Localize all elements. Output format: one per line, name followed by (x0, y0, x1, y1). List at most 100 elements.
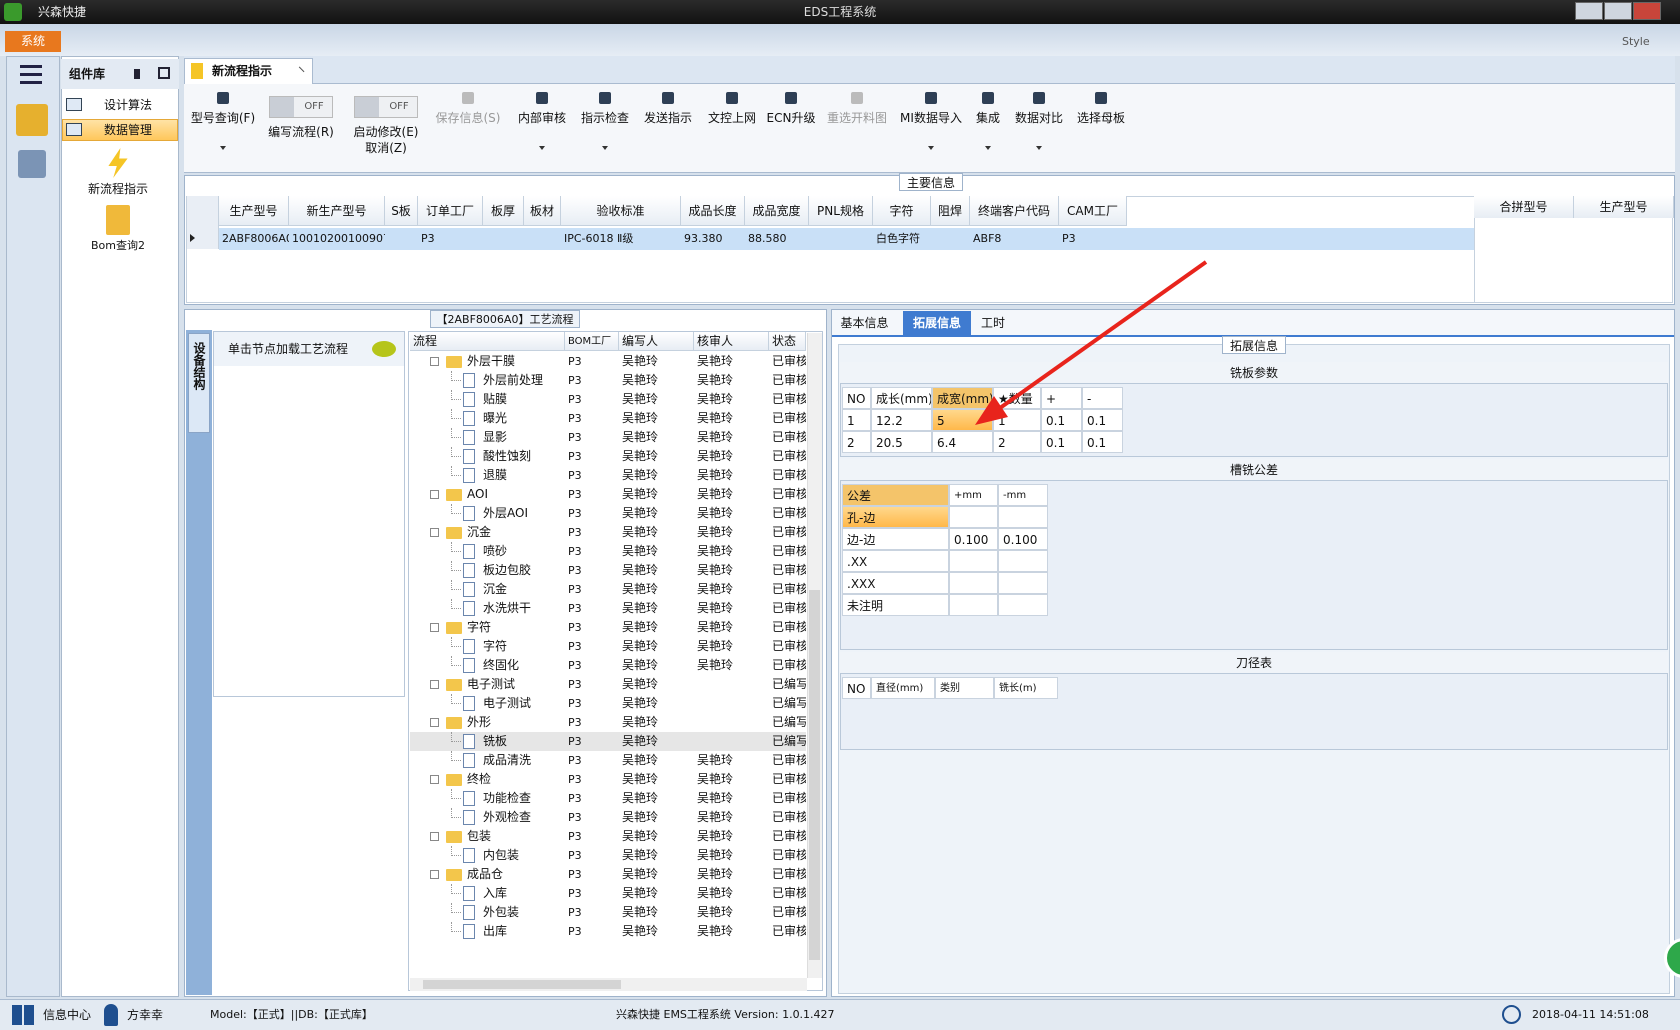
tree-node[interactable]: 内包装 (483, 848, 520, 862)
expander[interactable] (430, 528, 439, 537)
tree-cell: P3 (568, 393, 582, 406)
h-thumb[interactable] (423, 980, 621, 989)
panel-pin[interactable] (158, 67, 170, 79)
tree-cell: 吴艳玲 (622, 582, 659, 596)
tree-node[interactable]: 终固化 (483, 658, 520, 672)
dropdown-arrow[interactable] (928, 146, 934, 150)
tree-node[interactable]: 功能检查 (483, 791, 532, 805)
tree-node[interactable]: 出库 (483, 924, 508, 938)
tree-line (451, 922, 461, 932)
window-button[interactable] (1633, 2, 1661, 20)
panel-arrow[interactable] (134, 69, 140, 79)
tree-node[interactable]: 酸性蚀刻 (483, 449, 532, 463)
tree-node[interactable]: 外层前处理 (483, 373, 544, 387)
tree-node[interactable]: 铣板 (483, 734, 508, 748)
dropdown-arrow[interactable] (985, 146, 991, 150)
info-icon[interactable] (12, 1005, 34, 1025)
nav-icon[interactable] (16, 104, 48, 136)
toolbar-label[interactable]: 集成 (975, 111, 1000, 125)
tree-node[interactable]: 成品清洗 (483, 753, 532, 767)
tree-node[interactable]: 外形 (467, 715, 492, 729)
menu-icon-line[interactable] (20, 65, 42, 68)
tree-node[interactable]: 贴膜 (483, 392, 508, 406)
tree-cell: 吴艳玲 (622, 601, 659, 615)
tool-icon[interactable] (106, 205, 130, 235)
table-header: NO (842, 677, 871, 699)
v-thumb[interactable] (809, 590, 820, 960)
toolbar-label[interactable]: 型号查询(F) (190, 111, 256, 125)
tree (408, 331, 823, 991)
tree-node[interactable]: 入库 (483, 886, 508, 900)
toolbar-label[interactable]: 数据对比 (1014, 111, 1063, 125)
tree-node[interactable]: 字符 (467, 620, 492, 634)
tree-node[interactable]: 退膜 (483, 468, 508, 482)
detail-tab[interactable]: 工时 (980, 316, 1005, 330)
tree-node[interactable]: AOI (467, 487, 488, 501)
tool-label[interactable]: Bom查询2 (91, 239, 145, 252)
tree-line (451, 390, 461, 400)
expander[interactable] (430, 832, 439, 841)
tree-cell: 已审核 (772, 468, 806, 482)
toolbar-label[interactable]: 选择母板 (1076, 111, 1125, 125)
tree-node[interactable]: 外观检查 (483, 810, 532, 824)
doc-icon (463, 886, 475, 901)
tree-node[interactable]: 外层AOI (483, 506, 528, 520)
tree-node[interactable]: 电子测试 (483, 696, 532, 710)
tree-node[interactable]: 沉金 (467, 525, 492, 539)
expander[interactable] (430, 623, 439, 632)
tree-node[interactable]: 电子测试 (467, 677, 516, 691)
tree-node[interactable]: 曝光 (483, 411, 508, 425)
dropdown-arrow[interactable] (1036, 146, 1042, 150)
dropdown-arrow[interactable] (220, 146, 226, 150)
toolbar-label[interactable]: 启动修改(E) (353, 125, 419, 139)
tree-node[interactable]: 字符 (483, 639, 508, 653)
grid-header: 阻焊 (931, 196, 970, 226)
tool-label[interactable]: 新流程指示 (87, 182, 148, 196)
system-menu[interactable]: 系统 (5, 31, 61, 52)
tree-node[interactable]: 终检 (467, 772, 492, 786)
window-button[interactable] (1604, 2, 1632, 20)
expander[interactable] (430, 775, 439, 784)
status-info[interactable]: 信息中心 (43, 1008, 92, 1022)
style-menu[interactable]: Style (1622, 35, 1650, 48)
tree-node[interactable]: 成品仓 (467, 867, 504, 881)
toolbar-label[interactable]: 指示检查 (580, 111, 629, 125)
tree-node[interactable]: 水洗烘干 (483, 601, 532, 615)
toolbar-label[interactable]: 编写流程(R) (268, 125, 334, 139)
toolbar-sublabel[interactable]: 取消(Z) (365, 141, 407, 155)
sidebar-item[interactable]: 设计算法 (104, 98, 153, 112)
tree-line (451, 504, 461, 514)
expander[interactable] (430, 870, 439, 879)
detail-tab[interactable]: 拓展信息 (903, 311, 971, 335)
toolbar-label[interactable]: MI数据导入 (900, 111, 962, 125)
tree-node[interactable]: 板边包胶 (483, 563, 532, 577)
menu-icon-line[interactable] (20, 73, 42, 76)
node-hint: 单击节点加载工艺流程 (228, 342, 349, 356)
expander[interactable] (430, 718, 439, 727)
menu-icon-line[interactable] (20, 81, 42, 84)
tree-node[interactable]: 喷砂 (483, 544, 508, 558)
grid-header: 生产型号 (219, 196, 289, 226)
toolbar-label[interactable]: 文控上网 (707, 111, 756, 125)
tree-cell: 已审核 (772, 867, 806, 881)
dropdown-arrow[interactable] (602, 146, 608, 150)
tree-node[interactable]: 外包装 (483, 905, 520, 919)
dropdown-arrow[interactable] (539, 146, 545, 150)
tree-node[interactable]: 外层干膜 (467, 354, 516, 368)
detail-tab[interactable]: 基本信息 (840, 316, 889, 330)
table-cell: 20.5 (871, 431, 932, 453)
doc-tab[interactable] (184, 58, 313, 85)
tree-node[interactable]: 沉金 (483, 582, 508, 596)
toolbar-label[interactable]: ECN升级 (766, 111, 816, 125)
toolbar-label[interactable]: 发送指示 (643, 111, 692, 125)
expander[interactable] (430, 357, 439, 366)
toolbar-label[interactable]: 内部审核 (517, 111, 566, 125)
tree-node[interactable]: 显影 (483, 430, 508, 444)
side-tab[interactable]: 设备结构 (188, 333, 210, 433)
nav-icon[interactable] (18, 150, 46, 178)
sidebar-item[interactable]: 数据管理 (104, 123, 153, 137)
tree-node[interactable]: 包装 (467, 829, 492, 843)
expander[interactable] (430, 490, 439, 499)
expander[interactable] (430, 680, 439, 689)
window-button[interactable] (1575, 2, 1603, 20)
